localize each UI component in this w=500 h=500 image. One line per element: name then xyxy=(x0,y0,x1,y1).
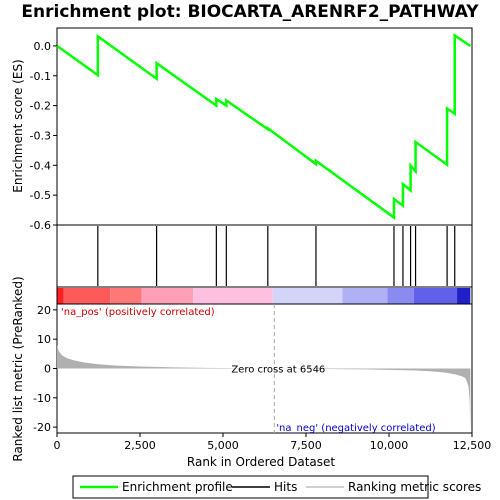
heatmap-segment xyxy=(63,288,111,304)
heatmap-segment xyxy=(413,288,458,304)
x-axis: 0 2,500 5,000 7,500 10,000 12,500 xyxy=(54,433,492,452)
hit-markers xyxy=(97,226,456,286)
heatmap-segment xyxy=(342,288,388,304)
es-y-tick-label: -0.4 xyxy=(30,159,51,172)
metric-y-tick-label: 20 xyxy=(37,304,51,317)
heatmap-segment xyxy=(387,288,414,304)
metric-y-tick-label: -10 xyxy=(33,392,51,405)
heatmap-segment xyxy=(141,288,194,304)
hits-panel-frame xyxy=(56,224,473,288)
ranking-heatmap-bar xyxy=(57,288,471,304)
positive-correlation-label: 'na_pos' (positively correlated) xyxy=(61,307,215,318)
x-tick-label: 2,500 xyxy=(124,439,156,452)
x-tick-label: 12,500 xyxy=(453,439,492,452)
es-y-tick-label: 0.0 xyxy=(34,40,52,53)
heatmap-segment xyxy=(57,288,64,304)
heatmap-segment xyxy=(193,288,273,304)
es-y-tick-label: -0.5 xyxy=(30,189,51,202)
enrichment-profile-line xyxy=(56,33,472,220)
zero-cross-label: Zero cross at 6546 xyxy=(231,365,325,376)
x-tick-label: 5,000 xyxy=(207,439,239,452)
es-y-tick-label: -0.2 xyxy=(30,100,51,113)
es-y-axis-label: Enrichment score (ES) xyxy=(11,59,25,192)
es-y-tick-label: -0.3 xyxy=(30,129,51,142)
heatmap-segment xyxy=(272,288,343,304)
negative-correlation-label: 'na_neg' (negatively correlated) xyxy=(276,423,435,434)
es-y-axis: 0.0 -0.1 -0.2 -0.3 -0.4 -0.5 -0.6 xyxy=(30,40,57,232)
es-y-tick-label: -0.6 xyxy=(30,219,51,232)
legend-hits: Hits xyxy=(274,480,297,494)
ranking-metric-area xyxy=(57,345,471,431)
metric-y-tick-label: 0 xyxy=(44,363,51,376)
x-tick-label: 0 xyxy=(54,439,61,452)
x-tick-label: 7,500 xyxy=(290,439,322,452)
heatmap-segment xyxy=(110,288,142,304)
legend-enrichment-profile: Enrichment profile xyxy=(122,480,233,494)
heatmap-segment xyxy=(457,288,471,304)
legend-ranking-metric: Ranking metric scores xyxy=(348,480,481,494)
es-y-tick-label: -0.1 xyxy=(30,70,51,83)
metric-y-axis-label: Ranked list metric (PreRanked) xyxy=(11,276,25,461)
metric-y-axis: 20 10 0 -10 -20 xyxy=(33,304,57,434)
metric-y-tick-label: -20 xyxy=(33,421,51,434)
metric-y-tick-label: 10 xyxy=(37,333,51,346)
x-axis-label: Rank in Ordered Dataset xyxy=(187,455,335,469)
chart-title: Enrichment plot: BIOCARTA_ARENRF2_PATHWA… xyxy=(21,2,479,22)
x-tick-label: 10,000 xyxy=(370,439,409,452)
